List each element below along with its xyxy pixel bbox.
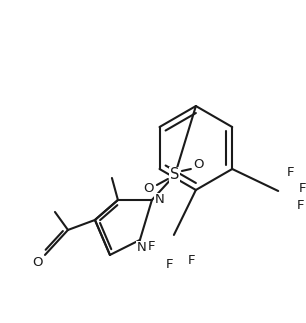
Text: O: O xyxy=(144,182,154,195)
Text: N: N xyxy=(155,193,165,206)
Text: F: F xyxy=(188,255,196,267)
Text: F: F xyxy=(298,182,306,195)
Text: O: O xyxy=(194,159,204,172)
Text: F: F xyxy=(148,240,156,254)
Text: F: F xyxy=(286,166,294,180)
Text: F: F xyxy=(166,258,174,271)
Text: F: F xyxy=(297,200,304,213)
Text: S: S xyxy=(170,168,180,182)
Text: O: O xyxy=(33,256,43,269)
Text: N: N xyxy=(137,242,147,255)
